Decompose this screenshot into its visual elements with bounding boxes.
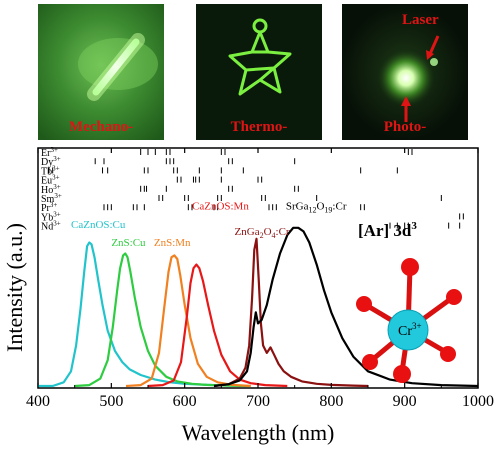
series-line [213,237,369,388]
series-label: ZnS:Mn [154,237,191,249]
series-label-part: CaZnOS:Mn [192,200,249,212]
x-tick-label: 800 [319,393,343,410]
series-line [38,241,244,388]
series-label-part: 19 [324,205,332,214]
ion-label-base: Sm [41,194,55,205]
series-label: CaZnOS:Mn [192,200,249,212]
x-tick-label: 900 [393,393,417,410]
ion-label-sup: 3+ [52,174,60,182]
series-label-part: O [264,226,272,238]
ion-label-sup: 3+ [52,164,60,172]
series-label: SrGa12O19:Cr [286,200,347,214]
ion-label-base: Eu [41,176,52,187]
glowing-star-outline-icon [196,4,322,140]
series-label: CaZnOS:Cu [71,219,126,231]
photo-photo: Laser Photo- [342,4,468,140]
series-label-part: 2 [260,231,264,240]
series-label-part: :Cr [276,226,290,238]
ion-label-sup: 3+ [53,155,61,163]
photo-strip: Mechano- Thermo- [0,0,500,146]
series-label-part: O [316,200,324,212]
ion-label-sup: 3+ [50,201,58,209]
ion-label-base: Ho [41,185,53,196]
series-label-part: ZnS:Cu [111,237,146,249]
electron-config-label: [Ar] 3d3 [358,220,417,240]
x-tick-label: 700 [246,393,270,410]
electron-config-sup: 3 [411,220,417,232]
ion-label: Dy3+ [41,155,61,168]
y-axis-title: Intensity (a.u.) [2,223,27,352]
ion-label-sup: 3+ [53,210,61,218]
cr-label-base: Cr [398,324,412,339]
x-tick-label: 1000 [462,393,494,410]
series-label-part: 12 [308,205,316,214]
spectra-series [38,226,479,388]
x-tick-label: 600 [173,393,197,410]
ion-label-base: Er [41,148,51,159]
ion-label: Sm3+ [41,192,62,205]
thermo-caption: Thermo- [230,119,288,135]
ion-label-sup: 3+ [53,220,61,228]
cr-center-label: Cr3+ [398,321,422,339]
glowing-rod-icon [38,4,164,140]
series-label-part: ZnS:Mn [154,237,191,249]
laser-annotation: Laser [402,12,439,28]
ion-label-base: Pr [41,203,51,214]
ion-label-base: Tb [41,166,52,177]
ion-label: Tb3+ [41,164,60,177]
ion-label-sup: 3+ [50,146,58,154]
x-axis-title: Wavelength (nm) [182,420,335,445]
x-tick-label: 500 [99,393,123,410]
series-line [74,252,251,388]
ion-label: Ho3+ [41,183,61,196]
ion-label-sup: 3+ [53,183,61,191]
electron-config-base: [Ar] 3d [358,221,412,240]
series-label-part: :Cr [332,200,346,212]
ion-label-base: Nd [41,222,53,233]
series-line [213,226,479,388]
series-line [147,263,288,388]
glowing-spot-icon [342,4,468,140]
thermo-photo: Thermo- [196,4,322,140]
cr-center-atom [387,309,429,351]
ligand-atoms [356,258,462,383]
ion-label: Yb3+ [41,210,61,223]
ion-label: Pr3+ [41,201,57,214]
x-axis-ticks: 400 500 600 700 800 900 1000 [26,148,494,410]
ion-label-base: Yb [41,212,53,223]
photo-caption: Photo- [383,119,427,135]
cr-octahedron-inset: [Ar] 3d3 Cr3+ [356,220,462,383]
ion-line-panel: Er3+Dy3+Tb3+Eu3+Ho3+Sm3+Pr3+Yb3+Nd3+ [41,146,464,233]
series-label-part: CaZnOS:Cu [71,219,126,231]
series-label: ZnS:Cu [111,237,146,249]
x-tick-label: 400 [26,393,50,410]
emission-spectra-chart: Er3+Dy3+Tb3+Eu3+Ho3+Sm3+Pr3+Yb3+Nd3+ CaZ… [2,146,494,445]
ion-label: Er3+ [41,146,58,159]
ion-label: Nd3+ [41,220,61,233]
series-label-part: 4 [272,231,276,240]
series-label-part: ZnGa [235,226,260,238]
series-line [125,254,251,388]
ion-label-sup: 3+ [54,192,62,200]
mechano-photo: Mechano- [38,4,164,140]
series-label-part: SrGa [286,200,309,212]
cr-label-sup: 3+ [412,321,422,331]
mechano-caption: Mechano- [68,119,134,135]
series-label: ZnGa2O4:Cr [235,226,290,240]
ion-label-base: Dy [41,157,53,168]
ion-label: Eu3+ [41,174,60,187]
